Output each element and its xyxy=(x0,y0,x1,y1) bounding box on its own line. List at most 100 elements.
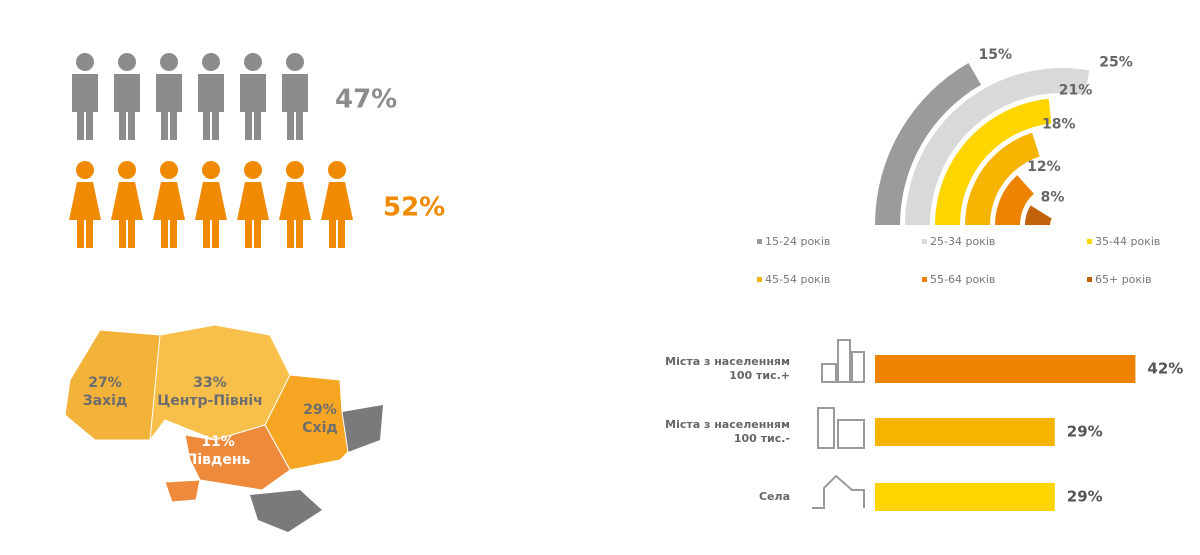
building xyxy=(821,363,837,383)
person-leg xyxy=(170,112,177,140)
map-region xyxy=(164,479,201,503)
person-body xyxy=(195,182,227,220)
arc-label: 25% xyxy=(1099,54,1133,70)
legend-label: 45-54 років xyxy=(765,273,830,286)
person-body xyxy=(240,74,266,112)
donbas xyxy=(342,405,383,452)
region-name: Захід xyxy=(83,393,128,409)
legend-swatch xyxy=(757,277,762,282)
arc-label: 8% xyxy=(1041,189,1065,205)
person-leg xyxy=(287,220,294,248)
building xyxy=(837,339,851,383)
bar-value: 42% xyxy=(1147,360,1183,378)
person-leg xyxy=(254,220,261,248)
person-head xyxy=(202,53,220,71)
person-leg xyxy=(77,112,84,140)
building xyxy=(817,407,835,449)
map-region xyxy=(184,424,291,491)
arc-label: 15% xyxy=(979,47,1013,63)
person-head xyxy=(118,53,136,71)
person-body xyxy=(153,182,185,220)
legend-swatch xyxy=(757,239,762,244)
arc-bar xyxy=(905,68,1090,225)
person-head xyxy=(118,161,136,179)
map-occupied xyxy=(250,405,383,532)
value-label: 47% xyxy=(335,85,397,115)
bar xyxy=(875,483,1055,511)
person-body xyxy=(69,182,101,220)
region-name: Центр-Північ xyxy=(157,393,263,409)
person-leg xyxy=(287,112,294,140)
bar-value: 29% xyxy=(1067,423,1103,441)
person-leg xyxy=(254,112,261,140)
person-leg xyxy=(212,220,219,248)
arc-bar xyxy=(995,175,1034,225)
person-leg xyxy=(128,112,135,140)
legend-label: 35-44 років xyxy=(1095,235,1160,248)
person-head xyxy=(160,53,178,71)
arc-bar xyxy=(875,63,981,225)
legend-label: 25-34 років xyxy=(930,235,995,248)
region-value: 29% xyxy=(303,402,337,418)
person-leg xyxy=(86,112,93,140)
person-leg xyxy=(119,220,126,248)
person-body xyxy=(114,74,140,112)
person-head xyxy=(160,161,178,179)
person-body xyxy=(156,74,182,112)
person-leg xyxy=(161,112,168,140)
category-label: Села xyxy=(758,490,790,503)
person-leg xyxy=(296,220,303,248)
person-head xyxy=(286,161,304,179)
person-leg xyxy=(203,112,210,140)
person-leg xyxy=(119,112,126,140)
legend-label: 15-24 років xyxy=(765,235,830,248)
person-body xyxy=(237,182,269,220)
arc-label: 21% xyxy=(1059,83,1093,99)
person-leg xyxy=(296,112,303,140)
region-value: 33% xyxy=(193,375,227,391)
building xyxy=(837,419,865,449)
person-leg xyxy=(329,220,336,248)
legend-label: 55-64 років xyxy=(930,273,995,286)
legend-label: 65+ років xyxy=(1095,273,1152,286)
building xyxy=(851,351,865,383)
person-head xyxy=(328,161,346,179)
region-value: 27% xyxy=(88,375,122,391)
person-head xyxy=(76,161,94,179)
crimea xyxy=(250,490,322,532)
person-head xyxy=(286,53,304,71)
person-body xyxy=(72,74,98,112)
house xyxy=(812,474,865,509)
buildings xyxy=(812,339,865,509)
person-leg xyxy=(245,112,252,140)
bar-value: 29% xyxy=(1067,488,1103,506)
legend-swatch xyxy=(1087,277,1092,282)
person-body xyxy=(321,182,353,220)
person-leg xyxy=(203,220,210,248)
bar xyxy=(875,418,1055,446)
legend-swatch xyxy=(1087,239,1092,244)
person-leg xyxy=(128,220,135,248)
person-body xyxy=(111,182,143,220)
legend-swatch xyxy=(922,239,927,244)
arc-bar xyxy=(935,98,1052,225)
person-leg xyxy=(212,112,219,140)
person-head xyxy=(244,161,262,179)
person-leg xyxy=(245,220,252,248)
person-head xyxy=(76,53,94,71)
person-head xyxy=(244,53,262,71)
person-head xyxy=(202,161,220,179)
person-body xyxy=(198,74,224,112)
legend-swatch xyxy=(922,277,927,282)
region-value: 11% xyxy=(201,434,235,450)
category-label: Міста з населенням 100 тис.+ xyxy=(665,355,790,382)
person-leg xyxy=(161,220,168,248)
value-label: 52% xyxy=(383,193,445,223)
person-leg xyxy=(338,220,345,248)
person-leg xyxy=(170,220,177,248)
region-name: Південь xyxy=(186,452,251,468)
person-leg xyxy=(77,220,84,248)
category-label: Міста з населенням 100 тис.- xyxy=(665,418,790,445)
